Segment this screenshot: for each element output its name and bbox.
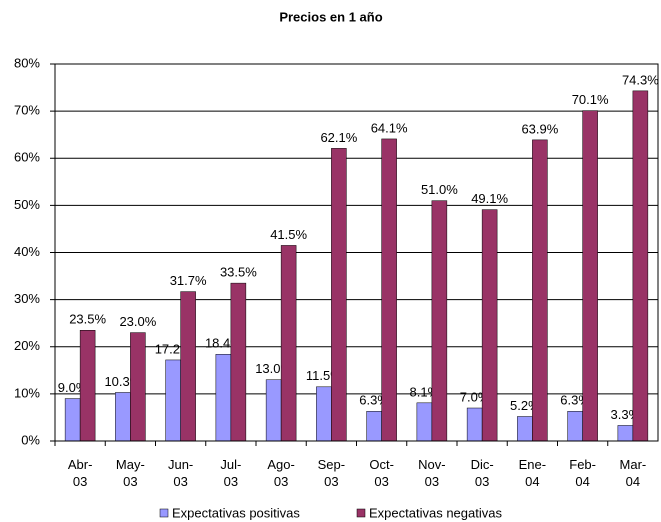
bar — [481, 209, 498, 442]
y-tick-label: 30% — [14, 291, 40, 306]
bar — [366, 411, 382, 442]
value-label: 33.5% — [220, 265, 257, 280]
y-tick-label: 60% — [14, 150, 40, 165]
x-tick-label: Abr-03 — [67, 457, 93, 489]
y-tick-label: 40% — [14, 244, 40, 259]
value-label: 23.0% — [119, 314, 156, 329]
chart-title: Precios en 1 año — [279, 9, 382, 24]
x-tick-label: Ene-04 — [518, 457, 547, 489]
x-tick-label: May-03 — [115, 457, 145, 489]
legend-swatch — [356, 508, 366, 518]
y-tick-label: 50% — [14, 197, 40, 212]
value-label: 23.5% — [69, 312, 106, 327]
x-tick-label: Sep-03 — [317, 457, 346, 489]
value-label: 51.0% — [421, 182, 458, 197]
x-tick-label: Feb-04 — [569, 457, 596, 489]
y-tick-label: 70% — [14, 103, 40, 118]
bar — [130, 332, 146, 442]
bar — [416, 402, 433, 442]
bar — [617, 425, 634, 442]
bar — [215, 354, 232, 442]
bar — [79, 330, 96, 442]
value-label: 64.1% — [371, 120, 408, 135]
bar — [632, 90, 649, 442]
legend-swatch — [159, 508, 169, 518]
value-label: 31.7% — [170, 273, 207, 288]
bar — [517, 416, 533, 442]
bar — [64, 398, 81, 442]
legend-label: Expectativas positivas — [172, 505, 300, 520]
legend-label: Expectativas negativas — [369, 505, 502, 520]
y-tick-label: 20% — [14, 338, 40, 353]
bar — [280, 245, 297, 442]
y-tick-label: 10% — [14, 385, 40, 400]
bar — [316, 386, 332, 442]
x-tick-label: Mar-04 — [619, 457, 647, 489]
value-label: 49.1% — [471, 191, 508, 206]
value-label: 62.1% — [320, 130, 357, 145]
bar — [165, 359, 181, 442]
bar — [582, 110, 598, 442]
x-tick-label: Oct-03 — [369, 457, 394, 489]
x-tick-label: Dic-03 — [470, 457, 494, 489]
value-label: 74.3% — [622, 72, 659, 87]
x-tick-label: Nov-03 — [418, 457, 446, 489]
bar — [115, 392, 131, 442]
bar — [431, 200, 448, 442]
value-label: 41.5% — [270, 227, 307, 242]
value-label: 70.1% — [572, 92, 609, 107]
y-tick-label: 0% — [21, 432, 40, 447]
bar — [466, 407, 483, 442]
bar — [532, 139, 548, 442]
x-tick-label: Jun-03 — [167, 457, 194, 489]
bar — [180, 291, 196, 442]
x-tick-label: Ago-03 — [267, 457, 295, 489]
bar — [567, 411, 583, 442]
bar — [381, 138, 397, 442]
plot-border — [54, 63, 659, 442]
bar — [331, 148, 347, 442]
y-tick-label: 80% — [14, 55, 40, 70]
bar — [265, 379, 282, 442]
x-tick-label: Jul-03 — [220, 457, 242, 489]
value-label: 63.9% — [521, 121, 558, 136]
bar — [230, 282, 247, 442]
